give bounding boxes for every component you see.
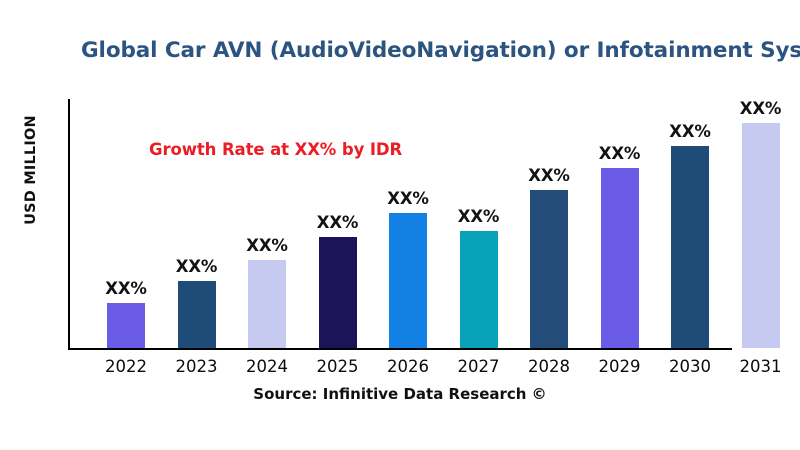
bar-value-label-2022: XX% [105, 279, 147, 299]
bar-value-label-2029: XX% [598, 143, 641, 163]
bar-2029[interactable] [600, 167, 639, 348]
bar-group-2031[interactable]: XX% [740, 99, 781, 450]
y-axis-line [68, 99, 70, 349]
bar-group-2026[interactable]: XX% [387, 189, 429, 450]
x-tick-label-2022: 2022 [105, 357, 147, 376]
x-tick-label-2027: 2027 [457, 357, 500, 376]
x-axis-line [68, 348, 732, 350]
bar-2030[interactable] [671, 145, 709, 348]
bar-2023[interactable] [177, 281, 216, 348]
bar-group-2027[interactable]: XX% [458, 207, 499, 450]
bar-2026[interactable] [389, 212, 427, 348]
x-tick-label-2031: 2031 [739, 357, 782, 376]
bar-group-2022[interactable]: XX% [105, 279, 147, 450]
bar-value-label-2024: XX% [246, 236, 288, 256]
bar-2024[interactable] [248, 260, 286, 348]
x-tick-label-2026: 2026 [387, 357, 429, 376]
bar-group-2028[interactable]: XX% [528, 166, 570, 450]
bar-value-label-2028: XX% [528, 165, 570, 185]
x-tick-label-2030: 2030 [669, 357, 711, 376]
bar-group-2023[interactable]: XX% [176, 257, 217, 450]
bar-group-2030[interactable]: XX% [669, 122, 711, 450]
bar-value-label-2030: XX% [669, 121, 711, 141]
x-tick-label-2025: 2025 [316, 357, 359, 376]
x-tick-label-2029: 2029 [598, 357, 641, 376]
bar-value-label-2027: XX% [457, 207, 500, 227]
growth-rate-annotation: Growth Rate at XX% by IDR [149, 140, 403, 159]
bar-group-2024[interactable]: XX% [246, 236, 288, 450]
bar-value-label-2023: XX% [175, 257, 218, 277]
bar-group-2029[interactable]: XX% [599, 144, 640, 450]
x-tick-label-2023: 2023 [175, 357, 218, 376]
x-tick-label-2028: 2028 [528, 357, 570, 376]
bar-2028[interactable] [530, 189, 568, 348]
chart-title: Global Car AVN (AudioVideoNavigation) or… [81, 38, 800, 63]
bar-group-2025[interactable]: XX% [317, 213, 358, 450]
bar-2027[interactable] [459, 231, 498, 348]
bar-2025[interactable] [318, 237, 357, 348]
bar-value-label-2026: XX% [387, 188, 429, 208]
bar-value-label-2025: XX% [316, 213, 359, 233]
source-note: Source: Infinitive Data Research © [253, 385, 547, 403]
bar-value-label-2031: XX% [739, 98, 782, 118]
bar-2022[interactable] [107, 303, 145, 348]
x-tick-label-2024: 2024 [246, 357, 288, 376]
bar-2031[interactable] [741, 122, 780, 348]
